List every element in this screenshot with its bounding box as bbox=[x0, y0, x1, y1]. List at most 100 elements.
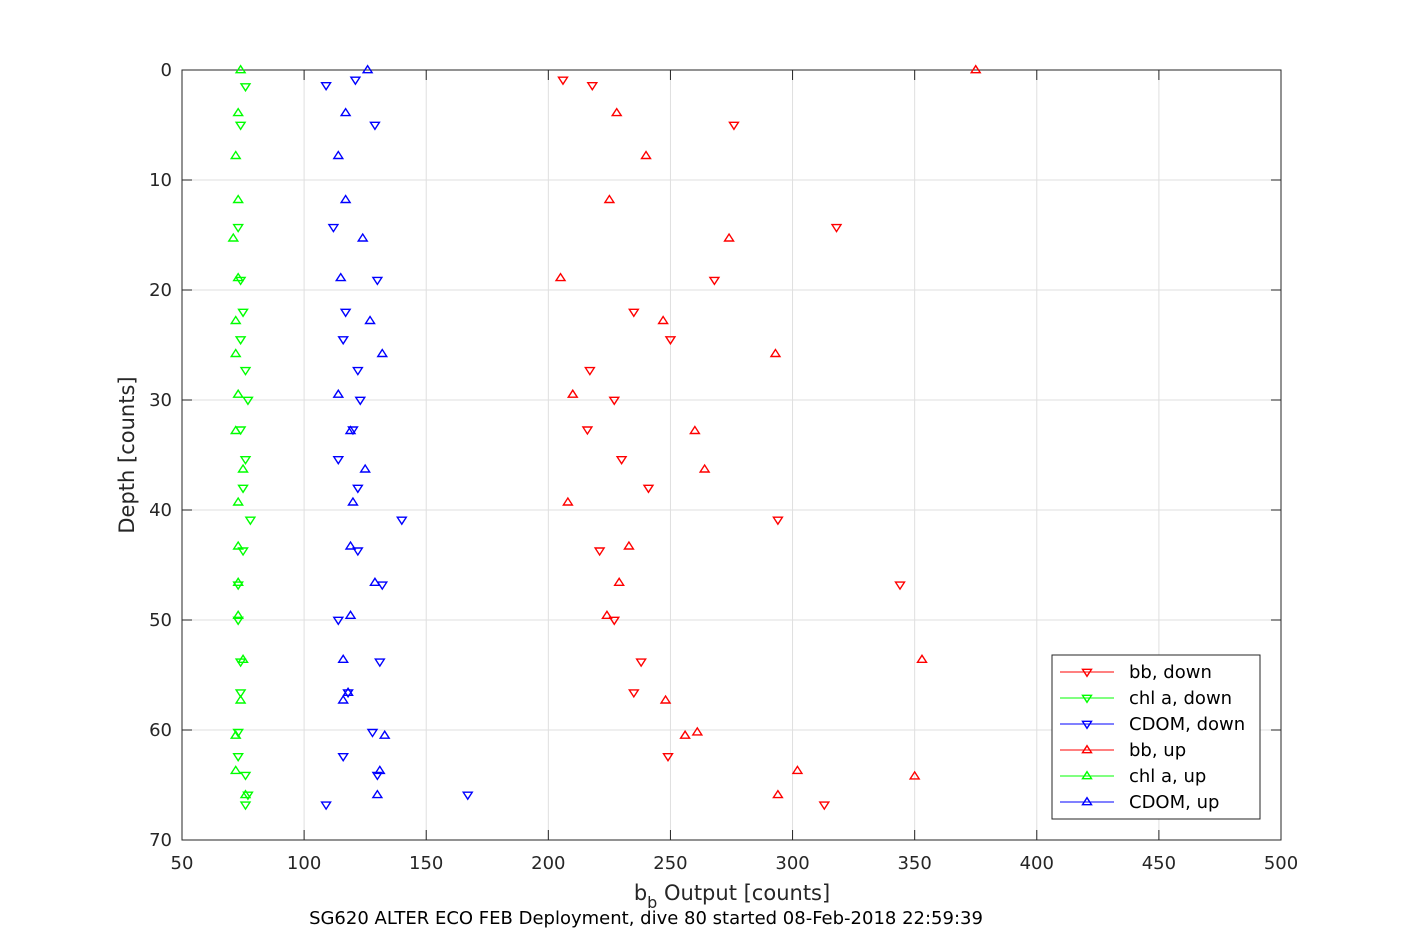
x-tick-label: 150 bbox=[409, 853, 443, 874]
data-point bbox=[613, 577, 625, 586]
data-point bbox=[662, 753, 674, 762]
data-point bbox=[239, 456, 252, 465]
data-point bbox=[791, 765, 804, 775]
data-point bbox=[239, 801, 252, 811]
data-point bbox=[234, 689, 247, 699]
data-point bbox=[581, 426, 594, 436]
data-point bbox=[320, 81, 332, 91]
data-point bbox=[608, 396, 621, 406]
data-point bbox=[586, 81, 599, 91]
data-point bbox=[347, 426, 359, 436]
legend-marker bbox=[1081, 668, 1093, 678]
x-tick-label: 200 bbox=[531, 853, 565, 874]
plot-frame bbox=[181, 69, 1282, 841]
data-point bbox=[332, 388, 345, 398]
data-point bbox=[371, 789, 384, 799]
data-point bbox=[227, 232, 240, 242]
series-3 bbox=[554, 64, 982, 799]
data-point bbox=[610, 107, 623, 117]
data-point bbox=[374, 765, 386, 775]
data-point bbox=[232, 728, 244, 738]
data-point bbox=[615, 456, 628, 465]
data-point bbox=[229, 315, 242, 325]
x-tick-label: 500 bbox=[1264, 853, 1298, 874]
y-axis-title: Depth [counts] bbox=[115, 376, 139, 533]
data-point bbox=[679, 729, 691, 739]
data-point bbox=[242, 396, 254, 406]
x-tick-label: 50 bbox=[171, 853, 194, 874]
data-point bbox=[603, 194, 616, 204]
series-2 bbox=[320, 76, 474, 811]
data-point bbox=[608, 616, 621, 626]
legend-box bbox=[1051, 654, 1261, 820]
data-point bbox=[461, 791, 474, 801]
legend: bb, down chl a, down CDOM, down bb, up chl a… bbox=[1051, 654, 1261, 820]
data-point bbox=[344, 540, 357, 550]
data-point bbox=[374, 658, 386, 668]
data-point bbox=[593, 547, 606, 557]
data-point bbox=[239, 83, 252, 93]
data-point bbox=[554, 272, 567, 282]
data-point bbox=[337, 654, 349, 663]
data-point bbox=[601, 610, 613, 619]
data-point bbox=[332, 616, 345, 626]
legend-label: CDOM, down bbox=[1129, 714, 1245, 735]
data-point bbox=[723, 232, 735, 242]
data-point bbox=[232, 107, 244, 117]
y-tick-label: 70 bbox=[149, 830, 172, 851]
y-tick-label: 50 bbox=[149, 610, 172, 631]
data-point bbox=[772, 789, 784, 799]
y-tick-label: 40 bbox=[149, 500, 172, 521]
data-point bbox=[352, 484, 364, 494]
data-point bbox=[234, 336, 247, 346]
legend-label: chl a, down bbox=[1129, 688, 1232, 709]
data-point bbox=[239, 789, 252, 799]
data-point bbox=[237, 463, 249, 473]
legend-marker bbox=[1081, 770, 1093, 780]
data-point bbox=[830, 223, 843, 233]
legend-label: bb, down bbox=[1129, 662, 1212, 683]
y-tick-label: 10 bbox=[149, 170, 172, 191]
y-tick-label: 60 bbox=[149, 720, 172, 741]
data-point bbox=[969, 64, 982, 74]
data-point bbox=[769, 348, 782, 358]
data-point bbox=[691, 726, 704, 736]
legend-marker bbox=[1081, 744, 1093, 754]
data-point bbox=[689, 425, 701, 435]
data-point bbox=[908, 770, 921, 780]
data-point bbox=[371, 771, 384, 781]
data-point bbox=[242, 791, 254, 801]
chart-caption: SG620 ALTER ECO FEB Deployment, dive 80 … bbox=[309, 908, 983, 929]
data-point bbox=[369, 577, 381, 586]
x-axis-title-subscript: b bbox=[647, 893, 657, 912]
x-tick-label: 450 bbox=[1142, 853, 1176, 874]
data-point bbox=[366, 728, 379, 738]
data-point bbox=[239, 771, 252, 781]
legend-label: chl a, up bbox=[1129, 766, 1206, 787]
data-point bbox=[232, 194, 244, 204]
y-tick-label: 0 bbox=[161, 60, 172, 81]
data-point bbox=[359, 463, 371, 473]
data-point bbox=[916, 654, 928, 663]
data-point bbox=[728, 121, 740, 131]
data-point bbox=[349, 76, 362, 86]
legend-label: CDOM, up bbox=[1129, 792, 1219, 813]
data-point bbox=[623, 540, 635, 550]
data-point bbox=[239, 366, 252, 376]
data-point bbox=[894, 581, 906, 591]
data-point bbox=[334, 272, 347, 282]
data-point bbox=[664, 336, 677, 346]
data-point bbox=[698, 463, 711, 473]
data-point bbox=[232, 496, 244, 506]
data-point bbox=[376, 348, 389, 358]
legend-marker bbox=[1081, 694, 1093, 704]
data-point bbox=[237, 654, 249, 663]
data-point bbox=[628, 308, 640, 318]
series-1 bbox=[232, 83, 257, 811]
data-point bbox=[347, 496, 359, 506]
tick-labels: 50 100 150 200 250 300 350 400 450 500 0 10 20 30 40 50… bbox=[149, 60, 1298, 874]
x-tick-label: 250 bbox=[653, 853, 687, 874]
data-point bbox=[364, 315, 376, 325]
legend-marker bbox=[1081, 720, 1093, 730]
